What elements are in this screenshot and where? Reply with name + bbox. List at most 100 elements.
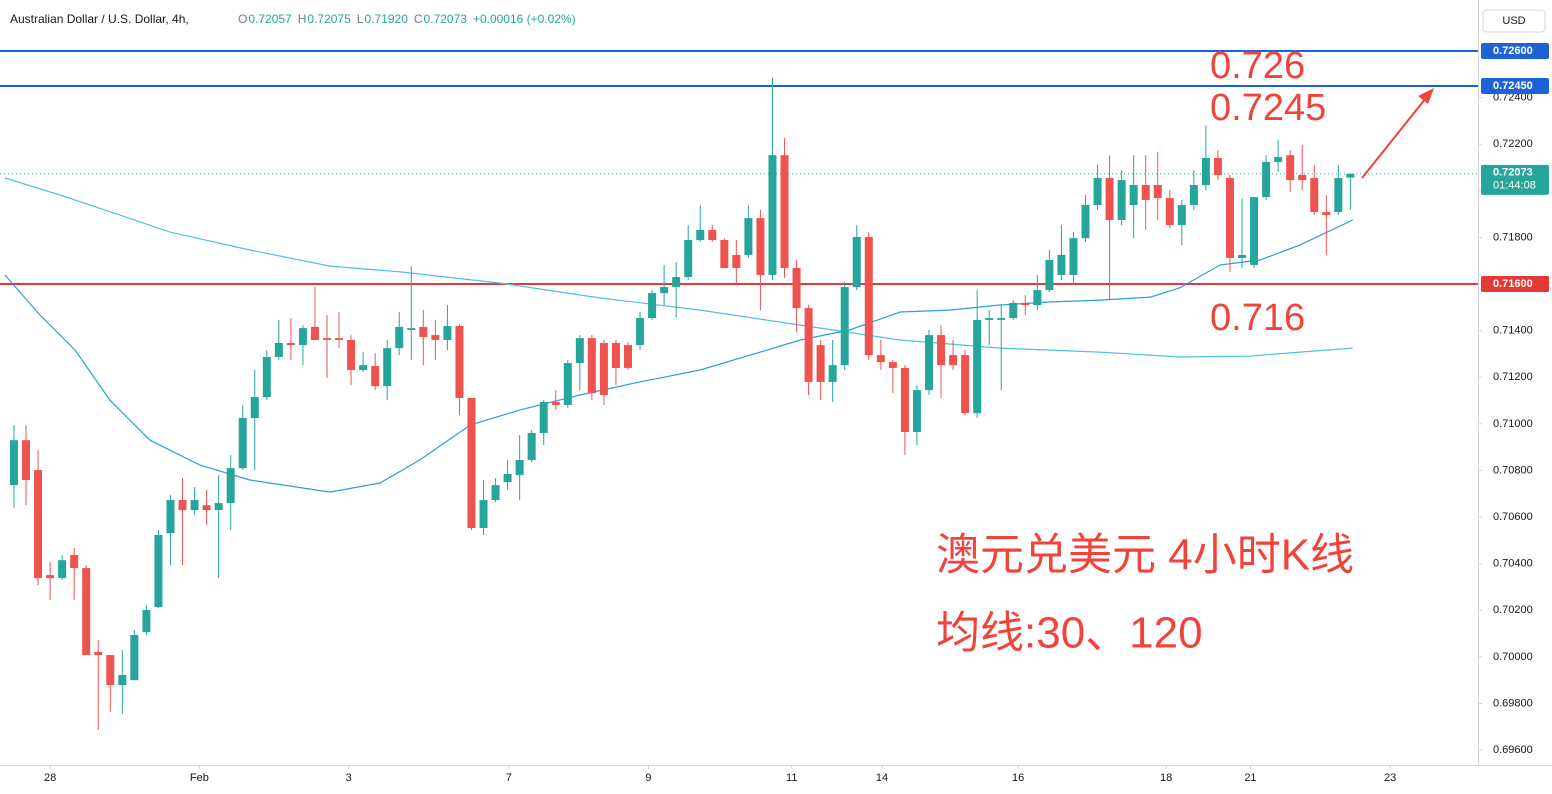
price-label-box	[1481, 276, 1549, 293]
candle-body	[154, 535, 163, 608]
annotation: 0.726	[1210, 45, 1305, 87]
candle-body	[371, 366, 380, 387]
legend-key: L	[357, 12, 364, 26]
x-tick-label: 23	[1384, 772, 1396, 784]
x-tick-label: 11	[786, 772, 797, 784]
arrow-head	[1418, 88, 1434, 104]
annotation: 均线:30、120	[936, 609, 1203, 658]
candle-body	[46, 575, 55, 579]
candle-body	[58, 560, 67, 579]
candle-body	[1250, 197, 1259, 265]
candle-body	[575, 338, 584, 364]
candle-body	[828, 365, 837, 382]
candle-body	[214, 503, 223, 511]
candle-body	[1225, 178, 1234, 258]
candle-body	[864, 236, 873, 356]
candle-body	[924, 335, 933, 391]
candle-body	[226, 468, 235, 504]
legend-value: 0.72073	[424, 12, 468, 26]
currency-button[interactable]	[1482, 9, 1546, 33]
currency-label[interactable]: USD	[1502, 15, 1525, 27]
legend-value: 0.72057	[248, 12, 292, 26]
candle-body	[660, 287, 669, 294]
candle-body	[310, 326, 319, 340]
candle-body	[1057, 254, 1066, 275]
candle-body	[1105, 178, 1114, 220]
candle-body	[768, 155, 777, 275]
candle-body	[1262, 161, 1271, 198]
candle-body	[395, 326, 404, 349]
last-price-box	[1481, 164, 1549, 195]
candle-body	[599, 343, 608, 395]
candle-body	[732, 254, 741, 268]
candle-body	[491, 485, 500, 501]
candle-body	[539, 401, 548, 433]
candle-body	[34, 469, 43, 579]
candle-body	[587, 338, 596, 394]
legend-key: C	[414, 12, 423, 26]
candle-body	[359, 365, 368, 371]
candle-body	[648, 293, 657, 319]
y-tick-label: 0.70600	[1493, 511, 1533, 523]
legend-key: H	[298, 12, 307, 26]
candle-body	[515, 459, 524, 476]
candle-body	[1286, 155, 1295, 181]
candle-body	[1334, 178, 1343, 213]
y-tick-label: 0.69600	[1493, 744, 1533, 756]
candle-body	[816, 345, 825, 382]
candle-body	[503, 473, 512, 483]
candle-body	[443, 325, 452, 340]
candle-body	[82, 568, 91, 656]
candle-body	[1310, 178, 1319, 213]
x-tick-label: Feb	[190, 772, 209, 784]
candle-body	[937, 335, 946, 366]
candle-body	[479, 500, 488, 529]
candle-body	[298, 328, 307, 346]
y-tick-label: 0.70800	[1493, 464, 1533, 476]
candle-body	[792, 267, 801, 309]
candle-body	[274, 343, 283, 357]
x-tick-label: 16	[1012, 772, 1024, 784]
legend-value: 0.71920	[364, 12, 408, 26]
candle-body	[1009, 302, 1018, 319]
candle-body	[202, 505, 211, 511]
price-label-box	[1481, 77, 1549, 94]
candle-body	[985, 318, 994, 320]
candle-body	[1322, 212, 1331, 216]
y-tick-label: 0.70200	[1493, 604, 1533, 616]
axes: 0.69600 0.69800 0.70000 0.70200 0.70400 0.706…	[44, 43, 1549, 784]
candle-body	[407, 328, 416, 330]
candle-body	[672, 277, 681, 288]
candle-body	[106, 655, 115, 686]
candle-body	[961, 355, 970, 414]
candle-body	[636, 318, 645, 346]
arrow-line	[1361, 97, 1427, 179]
candle-body	[720, 240, 729, 268]
x-tick-label: 18	[1160, 772, 1172, 784]
countdown-label: 01:44:08	[1493, 180, 1536, 192]
candle-body	[1153, 185, 1162, 199]
candle-body	[94, 651, 103, 656]
candle-body	[756, 218, 765, 275]
x-tick-label: 28	[44, 772, 56, 784]
candle-body	[9, 440, 18, 486]
candle-body	[118, 675, 127, 686]
candle-body	[1045, 260, 1054, 291]
candle-body	[563, 363, 572, 405]
overlays: Australian Dollar / U.S. Dollar, 4h, USD…	[10, 9, 1546, 658]
y-tick-label: 0.71400	[1493, 325, 1533, 337]
annotation: 0.7245	[1210, 87, 1326, 129]
candle-body	[455, 325, 464, 398]
candle-body	[166, 500, 175, 534]
candle-body	[949, 355, 958, 366]
candle-body	[130, 634, 139, 681]
candle-body	[142, 610, 151, 633]
candle-body	[744, 218, 753, 255]
plot-area	[0, 50, 1478, 731]
candle-body	[1165, 198, 1174, 226]
x-tick-label: 9	[645, 772, 651, 784]
x-tick-label: 3	[346, 772, 352, 784]
candle-body	[22, 440, 31, 481]
candle-body	[1189, 185, 1198, 206]
